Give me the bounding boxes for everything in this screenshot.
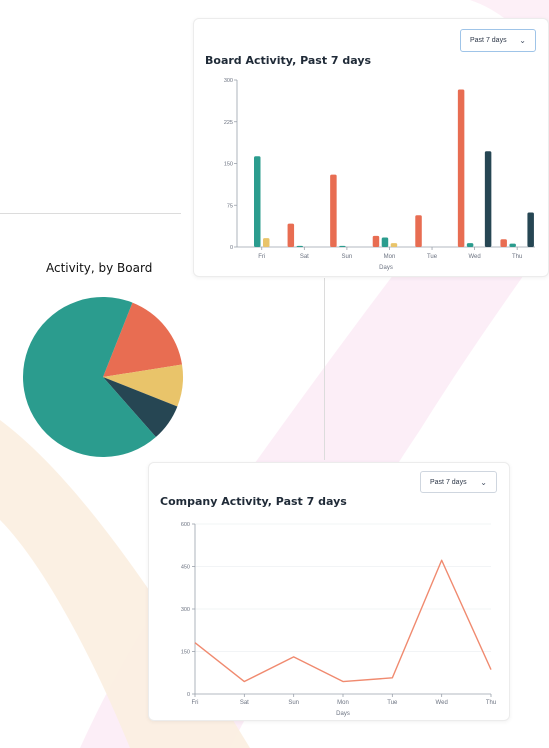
y-tick-label: 300: [224, 78, 233, 84]
bar: [484, 151, 492, 247]
x-tick-label: Sat: [240, 700, 249, 706]
bar: [330, 174, 337, 247]
x-axis-label: Days: [379, 265, 393, 271]
x-tick-label: Fri: [258, 254, 265, 260]
pie-slice: [23, 297, 156, 457]
bar: [263, 238, 270, 247]
y-tick-label: 0: [187, 692, 190, 698]
x-tick-label: Tue: [427, 254, 438, 260]
chevron-down-icon: ⌄: [480, 477, 487, 487]
x-tick-label: Tue: [387, 700, 398, 706]
pie-slice: [103, 364, 183, 407]
x-tick-label: Wed: [436, 700, 448, 706]
company-activity-line-chart: 0 150 300 450 600 Fri Sat Sun Mon Tue Wed Thu Days: [181, 522, 496, 717]
pie-chart-title: Activity, by Board: [46, 261, 153, 275]
y-tick-label: 300: [181, 607, 190, 613]
bar: [339, 245, 346, 247]
board-activity-title: Board Activity, Past 7 days: [205, 54, 372, 67]
bar: [457, 89, 465, 247]
x-tick-label: Sat: [300, 254, 309, 260]
bar: [500, 239, 507, 247]
y-tick-label: 450: [181, 565, 190, 571]
series-line: [194, 559, 492, 683]
x-tick-label: Sun: [342, 254, 353, 260]
x-axis-label: Days: [336, 711, 350, 717]
company-activity-card: Past 7 days ⌄ Company Activity, Past 7 d…: [148, 462, 510, 721]
y-tick-label: 600: [181, 522, 190, 528]
x-tick-label: Fri: [192, 700, 199, 706]
bar: [381, 237, 389, 247]
bar: [527, 212, 534, 247]
connector-line: [324, 278, 325, 460]
bar: [296, 245, 304, 247]
x-tick-label: Mon: [384, 254, 396, 260]
bar: [466, 243, 474, 247]
board-activity-bar-chart: 0 75 150 225 300 Fri Sat Sun Mon Tue Wed Thu Days: [224, 78, 535, 271]
company-activity-title: Company Activity, Past 7 days: [160, 495, 347, 508]
y-tick-label: 0: [230, 245, 233, 251]
x-tick-label: Thu: [512, 254, 522, 260]
bar: [509, 243, 516, 247]
pink-decorative-band-top: [470, 0, 549, 60]
x-tick-label: Thu: [486, 700, 496, 706]
bar: [372, 235, 380, 247]
section-divider: [0, 213, 181, 214]
y-tick-label: 75: [227, 203, 233, 209]
board-activity-card: Past 7 days ⌄ Board Activity, Past 7 day…: [193, 18, 549, 277]
pie-slice: [103, 302, 183, 377]
chevron-down-icon: ⌄: [519, 36, 526, 45]
activity-by-board-pie-chart: [23, 297, 183, 457]
company-period-dropdown[interactable]: Past 7 days ⌄: [420, 471, 497, 493]
pie-slice: [103, 377, 178, 438]
y-tick-label: 225: [224, 120, 233, 126]
bar: [415, 215, 422, 247]
y-tick-label: 150: [224, 162, 233, 168]
y-tick-label: 150: [181, 650, 190, 656]
x-tick-label: Sun: [288, 700, 299, 706]
board-period-value: Past 7 days: [470, 37, 507, 44]
bar: [287, 223, 295, 247]
bar: [254, 156, 261, 247]
company-period-value: Past 7 days: [430, 478, 467, 486]
x-tick-label: Mon: [337, 700, 349, 706]
x-tick-label: Wed: [468, 254, 480, 260]
board-period-dropdown[interactable]: Past 7 days ⌄: [460, 29, 536, 52]
bar: [390, 243, 398, 247]
